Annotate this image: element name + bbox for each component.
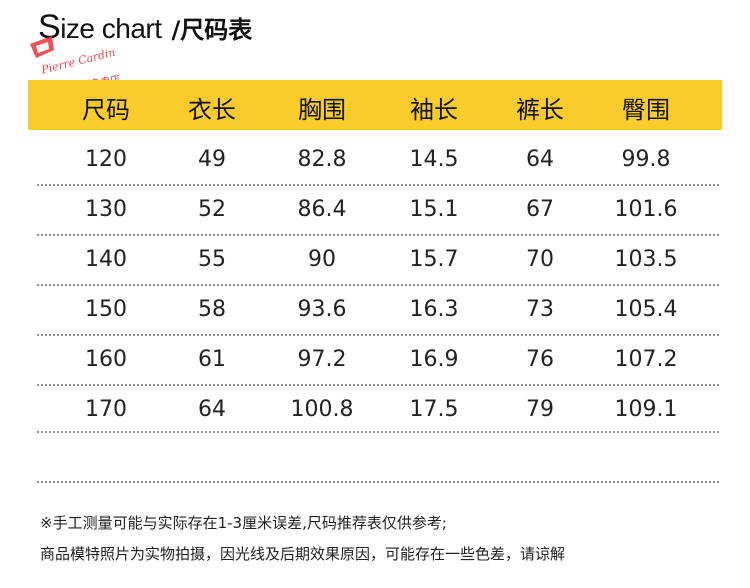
measurement-note: ※手工测量可能与实际存在1-3厘米误差,尺码推荐表仅供参考; [40, 514, 447, 532]
row-divider [36, 383, 720, 387]
column-header-chest: 胸围 [298, 96, 346, 124]
cell-sleeve: 14.5 [409, 147, 459, 172]
title-english: Size chart [38, 8, 162, 46]
row-divider [36, 333, 720, 337]
row-divider [36, 233, 720, 237]
row-divider [36, 430, 720, 434]
cell-size: 160 [85, 347, 127, 372]
color-disclaimer-note: 商品模特照片为实物拍摄，因光线及后期效果原因，可能存在一些色差，请谅解 [40, 545, 566, 563]
title-chinese: /尺码表 [171, 16, 253, 44]
cell-sleeve: 16.3 [409, 297, 459, 322]
column-header-sleeve: 袖长 [410, 96, 458, 124]
cell-sleeve: 15.7 [409, 247, 459, 272]
cell-length: 49 [198, 147, 226, 172]
row-divider [36, 183, 720, 187]
cell-pants-length: 76 [526, 347, 554, 372]
cell-size: 130 [85, 197, 127, 222]
cell-length: 52 [198, 197, 226, 222]
cell-pants-length: 73 [526, 297, 554, 322]
cell-chest: 82.8 [297, 147, 347, 172]
cell-pants-length: 64 [526, 147, 554, 172]
cell-length: 64 [198, 397, 226, 422]
cell-size: 120 [85, 147, 127, 172]
cell-length: 61 [198, 347, 226, 372]
cell-hip: 99.8 [621, 147, 671, 172]
cell-pants-length: 67 [526, 197, 554, 222]
table-row: 120 49 82.8 14.5 64 99.8 [0, 140, 750, 188]
cell-size: 150 [85, 297, 127, 322]
cell-pants-length: 79 [526, 397, 554, 422]
table-row: 150 58 93.6 16.3 73 105.4 [0, 290, 750, 338]
cell-chest: 93.6 [297, 297, 347, 322]
cell-length: 58 [198, 297, 226, 322]
cell-hip: 103.5 [614, 247, 678, 272]
cell-hip: 105.4 [614, 297, 678, 322]
cell-chest: 90 [308, 247, 336, 272]
table-row: 160 61 97.2 16.9 76 107.2 [0, 340, 750, 388]
brand-logo-icon [30, 36, 54, 58]
size-table-header: 尺码 衣长 胸围 袖长 裤长 臀围 [28, 80, 722, 130]
cell-sleeve: 17.5 [409, 397, 459, 422]
column-header-hip: 臀围 [622, 96, 670, 124]
cell-size: 170 [85, 397, 127, 422]
cell-sleeve: 16.9 [409, 347, 459, 372]
cell-sleeve: 15.1 [409, 197, 459, 222]
page-title: Size chart /尺码表 [38, 8, 252, 48]
cell-pants-length: 70 [526, 247, 554, 272]
table-row: 140 55 90 15.7 70 103.5 [0, 240, 750, 288]
table-row: 130 52 86.4 15.1 67 101.6 [0, 190, 750, 238]
column-header-size: 尺码 [82, 96, 130, 124]
cell-hip: 109.1 [614, 397, 678, 422]
row-divider [36, 283, 720, 287]
cell-hip: 101.6 [614, 197, 678, 222]
cell-hip: 107.2 [614, 347, 678, 372]
cell-size: 140 [85, 247, 127, 272]
cell-chest: 100.8 [290, 397, 354, 422]
column-header-length: 衣长 [188, 96, 236, 124]
cell-chest: 86.4 [297, 197, 347, 222]
table-row: 170 64 100.8 17.5 79 109.1 [0, 390, 750, 438]
row-divider [36, 480, 720, 484]
cell-length: 55 [198, 247, 226, 272]
cell-chest: 97.2 [297, 347, 347, 372]
column-header-pants-length: 裤长 [516, 96, 564, 124]
brand-logo: Pierre Cardin 皮尔卡丹优源专卖店 [28, 34, 158, 104]
